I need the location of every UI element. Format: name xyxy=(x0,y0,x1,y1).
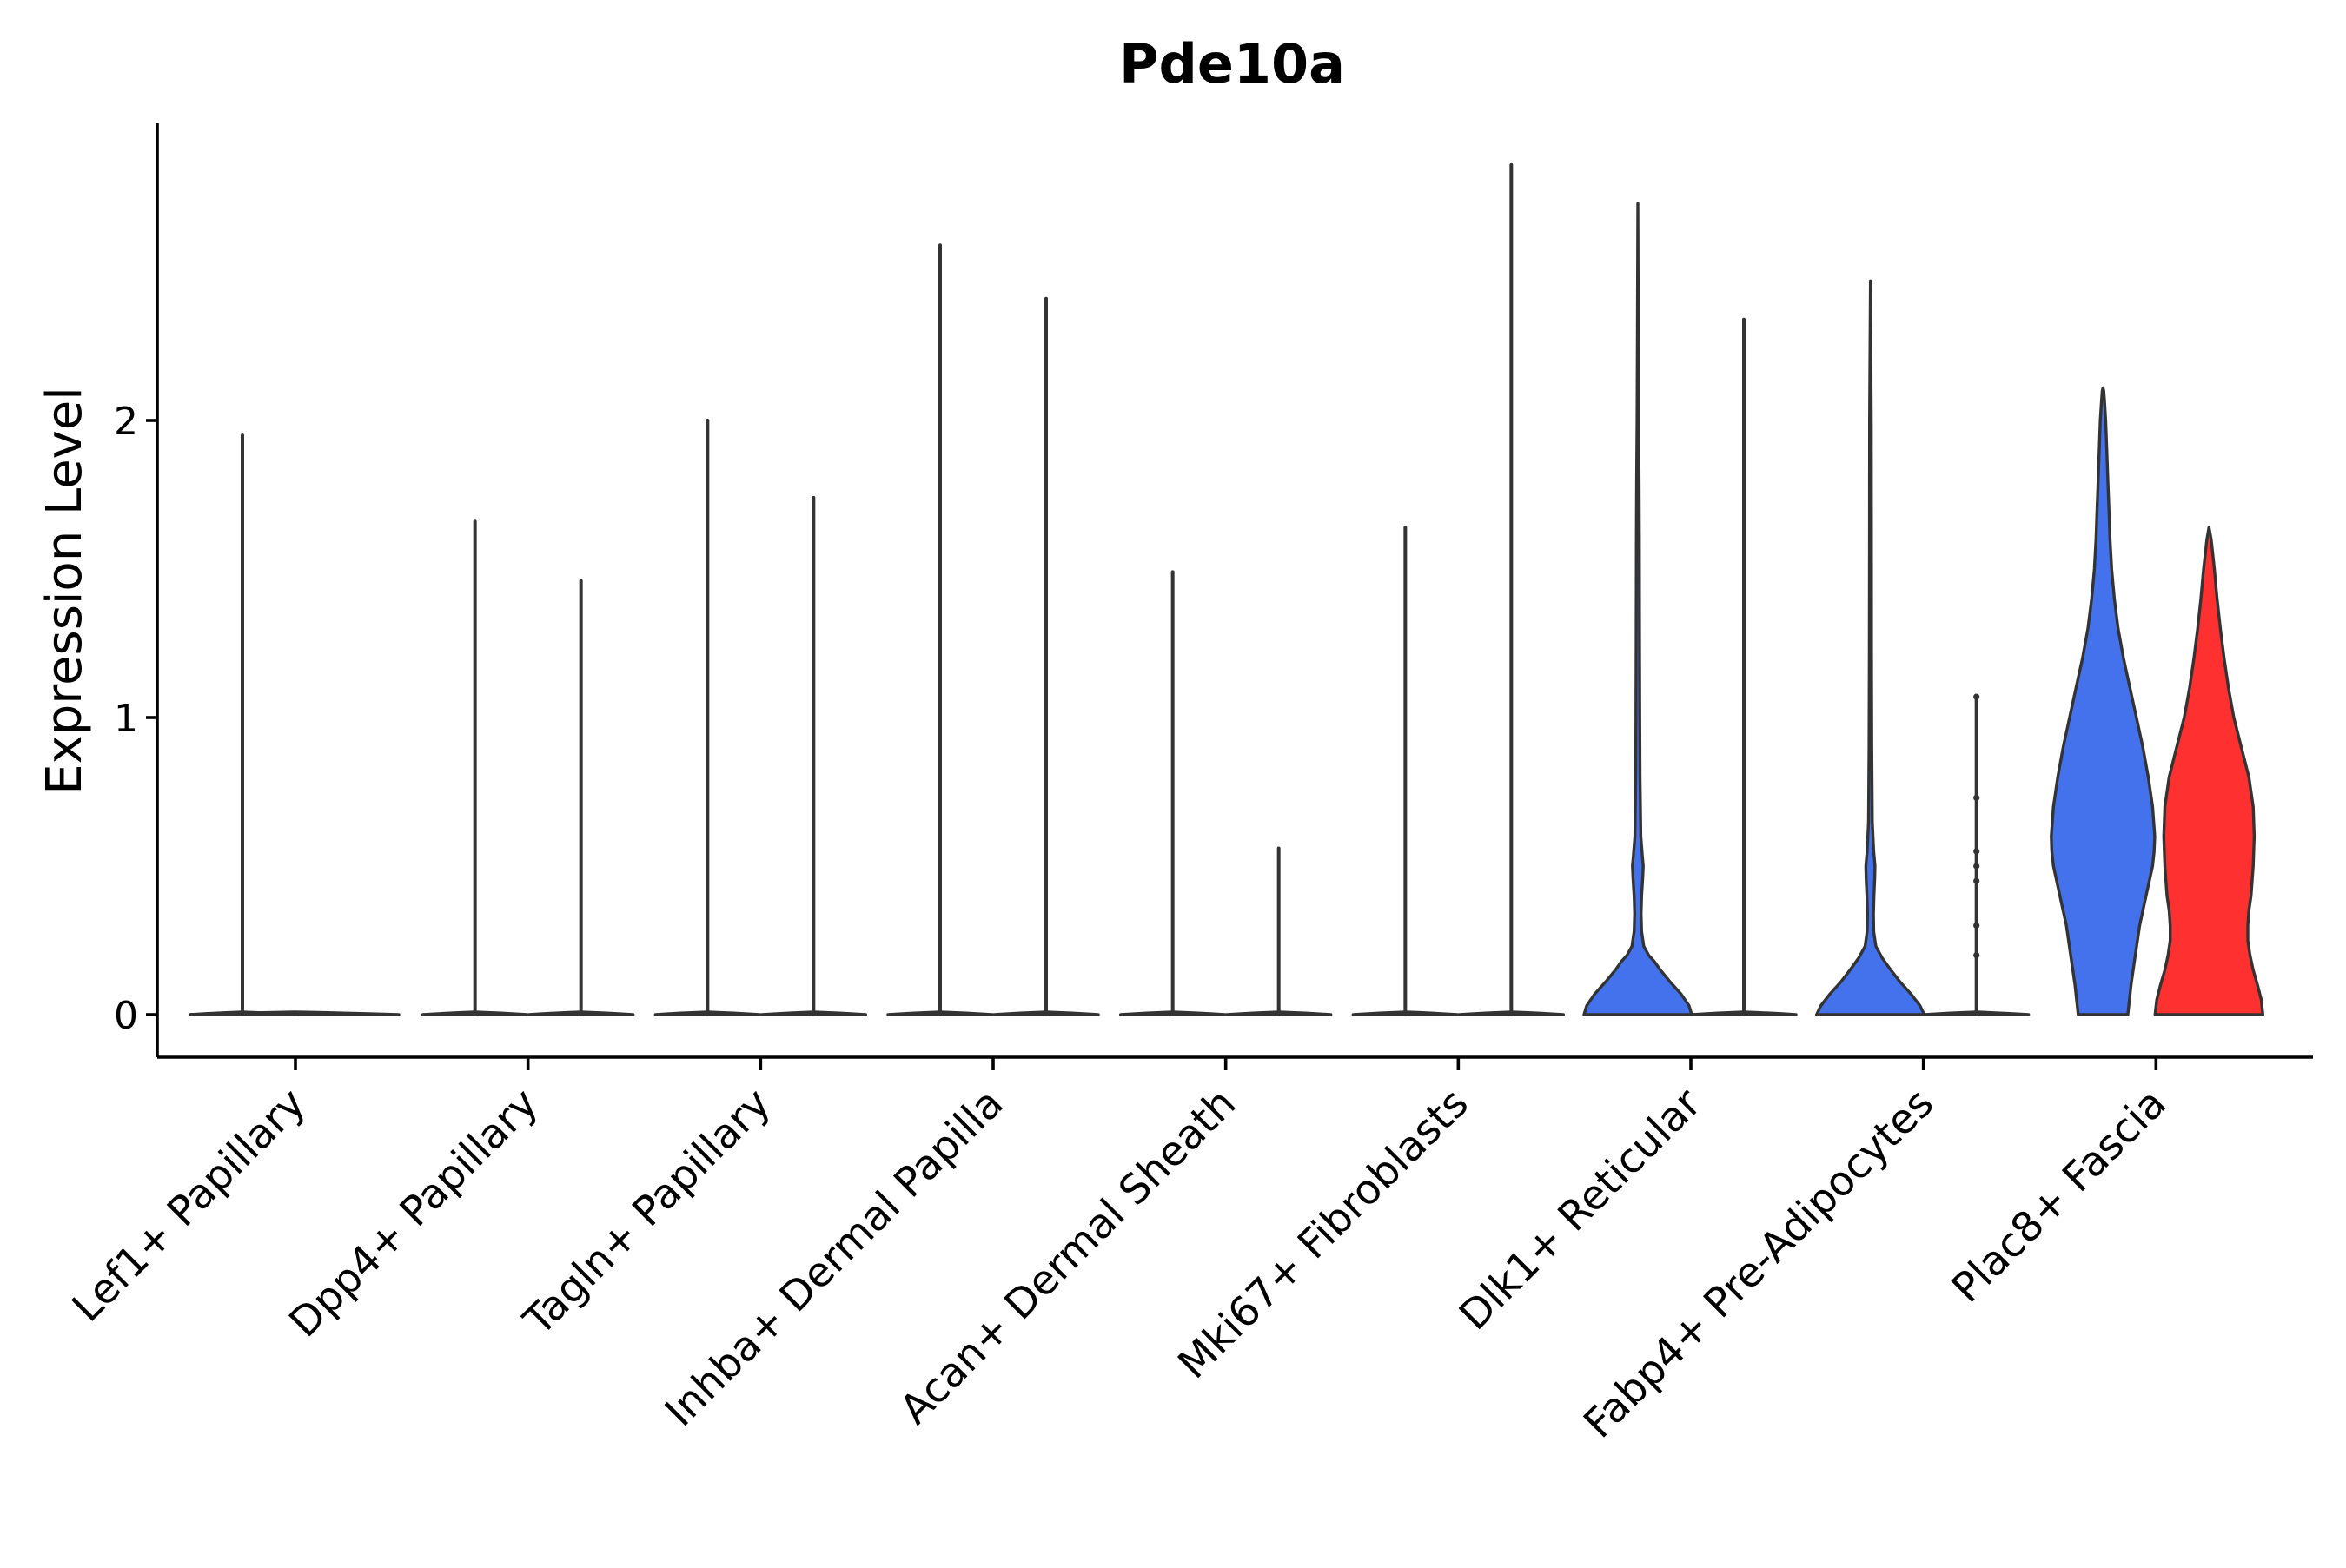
violin-8-group-1 xyxy=(1815,279,1926,1016)
y-tick-label: 0 xyxy=(114,994,138,1038)
y-tick-label: 1 xyxy=(114,697,138,741)
outlier-point xyxy=(1973,863,1980,870)
y-tick-label: 2 xyxy=(114,400,138,444)
outlier-point xyxy=(1973,952,1980,959)
y-axis-label: Expression Level xyxy=(36,387,93,795)
x-category-label: Dpp4+ Papillary xyxy=(281,1080,548,1347)
outlier-point xyxy=(1973,877,1980,884)
violin-1-baseline-base xyxy=(189,1010,401,1016)
chart-title: Pde10a xyxy=(1119,32,1345,96)
violin-9-group-1 xyxy=(2050,386,2157,1016)
x-category-label: Lef1+ Papillary xyxy=(63,1080,315,1332)
outlier-point xyxy=(1973,693,1980,700)
violin-7-group-1 xyxy=(1582,202,1693,1016)
axes-layer xyxy=(156,123,2313,1059)
violins-layer xyxy=(189,162,2264,1016)
outlier-point xyxy=(1973,794,1980,801)
outlier-point xyxy=(1973,848,1980,855)
y-ticks-layer: 0 1 2 xyxy=(114,400,157,1038)
violin-9-group-2 xyxy=(2153,526,2264,1016)
x-category-label: Plac8+ Fascia xyxy=(1943,1080,2176,1313)
outlier-point xyxy=(1973,922,1980,929)
x-category-label: Tagln+ Papillary xyxy=(514,1080,780,1346)
x-category-label: Dlk1+ Reticular xyxy=(1450,1079,1711,1340)
